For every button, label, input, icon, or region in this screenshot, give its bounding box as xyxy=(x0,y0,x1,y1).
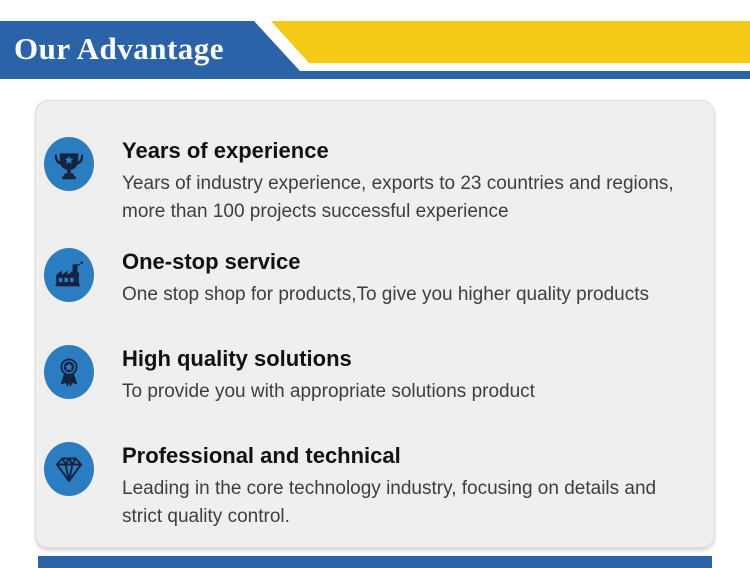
advantage-item-technical: Professional and technical Leading in th… xyxy=(44,442,712,531)
advantage-description: Leading in the core technology industry,… xyxy=(122,478,657,527)
footer-bar xyxy=(38,556,712,568)
advantage-title: Professional and technical xyxy=(122,443,401,468)
advantage-item-service: One-stop service One stop shop for produ… xyxy=(44,248,712,309)
diamond-icon xyxy=(44,442,94,496)
advantage-description: Years of industry experience, exports to… xyxy=(122,173,674,222)
advantages-card: Years of experience Years of industry ex… xyxy=(35,100,715,548)
page-title: Our Advantage xyxy=(14,31,225,66)
advantage-item-experience: Years of experience Years of industry ex… xyxy=(44,137,712,226)
advantage-description: To provide you with appropriate solution… xyxy=(122,381,535,402)
factory-icon xyxy=(44,248,94,302)
header-yellow-ribbon xyxy=(271,21,750,63)
advantage-title: High quality solutions xyxy=(122,346,352,371)
advantage-description: One stop shop for products,To give you h… xyxy=(122,284,650,305)
advantage-title: Years of experience xyxy=(122,138,329,163)
advantage-item-quality: High quality solutions To provide you wi… xyxy=(44,345,712,406)
trophy-icon xyxy=(44,137,94,191)
advantage-title: One-stop service xyxy=(122,249,301,274)
award-ribbon-icon xyxy=(44,345,94,399)
header-banner: Our Advantage xyxy=(0,21,750,79)
